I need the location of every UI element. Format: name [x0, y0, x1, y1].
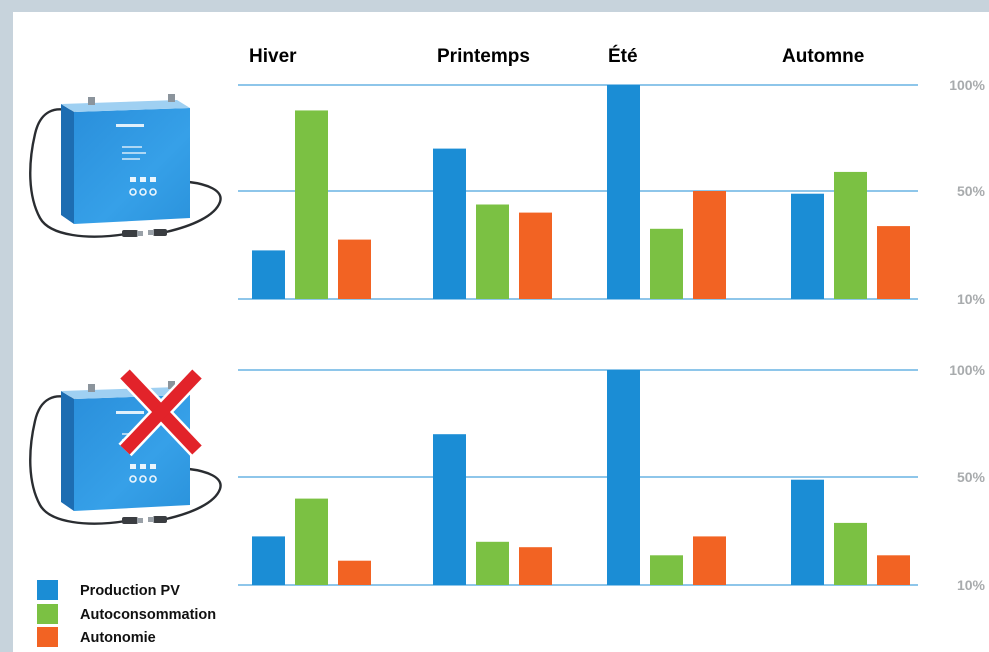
battery-icon — [29, 92, 222, 239]
bar-autoconsommation-hiver — [295, 498, 328, 585]
y-tick-label: 100% — [949, 362, 985, 378]
legend-item-autoconsommation: Autoconsommation — [37, 604, 216, 624]
bar-autonomie-hiver — [338, 560, 371, 585]
bar-autoconsommation-ete — [650, 228, 683, 299]
category-label-printemps: Printemps — [437, 46, 530, 67]
bar-autoconsommation-printemps — [476, 541, 509, 585]
category-label-hiver: Hiver — [249, 46, 297, 67]
bar-production-pv-printemps — [433, 434, 466, 585]
legend-swatch-production-pv — [37, 580, 58, 600]
y-tick-label: 50% — [957, 469, 986, 485]
bar-autonomie-printemps — [519, 547, 552, 585]
legend-label-autoconsommation: Autoconsommation — [80, 607, 216, 623]
bar-production-pv-ete — [607, 370, 640, 585]
legend: Production PV Autoconsommation Autonomie — [37, 580, 216, 647]
legend-swatch-autonomie — [37, 627, 58, 647]
bar-autonomie-ete — [693, 536, 726, 585]
y-tick-label: 10% — [957, 291, 986, 307]
chart-panel-top: 10% 50% 100% — [238, 77, 986, 307]
bar-production-pv-printemps — [433, 148, 466, 299]
bar-autonomie-printemps — [519, 212, 552, 299]
bar-autoconsommation-automne — [834, 522, 867, 585]
bar-autoconsommation-ete — [650, 555, 683, 585]
y-tick-label: 100% — [949, 77, 985, 93]
bar-production-pv-ete — [607, 85, 640, 299]
bar-autonomie-automne — [877, 555, 910, 585]
bar-autoconsommation-automne — [834, 171, 867, 299]
bar-autonomie-ete — [693, 191, 726, 299]
bar-autonomie-automne — [877, 226, 910, 299]
chart-panel-bottom: 10% 50% 100% — [238, 362, 986, 593]
bar-production-pv-automne — [791, 479, 824, 585]
y-tick-label: 10% — [957, 577, 986, 593]
legend-item-production-pv: Production PV — [37, 580, 180, 600]
category-label-ete: Été — [608, 45, 638, 67]
legend-swatch-autoconsommation — [37, 604, 58, 624]
red-cross-icon — [118, 367, 204, 457]
bar-production-pv-hiver — [252, 536, 285, 585]
category-labels: Hiver Printemps Été Automne — [249, 45, 864, 67]
y-tick-label: 50% — [957, 183, 986, 199]
legend-label-autonomie: Autonomie — [80, 630, 156, 646]
bar-autoconsommation-printemps — [476, 204, 509, 299]
legend-item-autonomie: Autonomie — [37, 627, 156, 647]
bar-autoconsommation-hiver — [295, 110, 328, 299]
legend-label-production-pv: Production PV — [80, 583, 180, 599]
category-label-automne: Automne — [782, 46, 864, 67]
bar-production-pv-automne — [791, 193, 824, 299]
bar-production-pv-hiver — [252, 250, 285, 299]
bar-autonomie-hiver — [338, 239, 371, 299]
